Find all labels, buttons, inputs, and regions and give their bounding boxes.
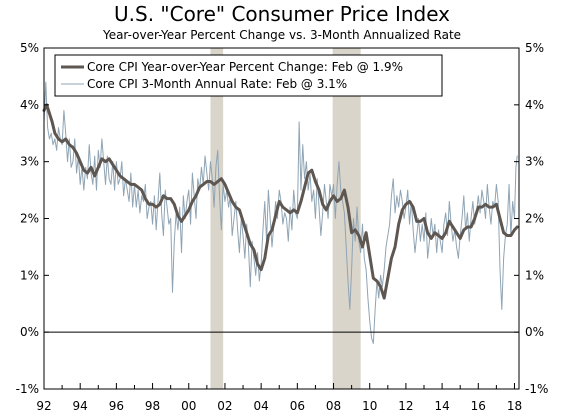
x-tick-label: 00 <box>181 399 196 413</box>
x-tick-label: 18 <box>507 399 522 413</box>
x-tick-label: 94 <box>73 399 88 413</box>
y-tick-label-right: 0% <box>525 325 544 339</box>
legend-box <box>54 54 443 97</box>
axes <box>43 47 520 390</box>
recession-band-1 <box>210 48 224 389</box>
x-tick-label: 10 <box>362 399 377 413</box>
recession-bands <box>210 48 361 389</box>
y-tick-label-left: 3% <box>20 155 39 169</box>
x-tick-label: 06 <box>290 399 305 413</box>
x-tick-label: 04 <box>254 399 269 413</box>
x-tick-label: 98 <box>145 399 160 413</box>
x-tick-label: 16 <box>471 399 486 413</box>
series-line-3-month <box>43 81 518 345</box>
x-tick-labels: 92 94 96 98 00 02 04 06 08 10 12 14 16 18 <box>36 399 522 413</box>
y-tick-label-left: -1% <box>16 382 39 396</box>
y-tick-label-left: 5% <box>20 41 39 55</box>
x-tick-label: 12 <box>398 399 413 413</box>
y-tick-label-left: 0% <box>20 325 39 339</box>
x-tick-label: 92 <box>36 399 51 413</box>
legend: Core CPI Year-over-Year Percent Change: … <box>54 54 443 97</box>
x-tick-label: 08 <box>326 399 341 413</box>
series-lines <box>42 81 519 345</box>
y-tick-label-right: 3% <box>525 155 544 169</box>
plot-frame <box>43 47 520 390</box>
y-tick-label-right: 4% <box>525 98 544 112</box>
y-tick-labels-right: -1% 0% 1% 2% 3% 4% 5% <box>525 41 548 396</box>
x-tick-label: 02 <box>217 399 232 413</box>
y-tick-label-left: 2% <box>20 212 39 226</box>
y-tick-labels-left: -1% 0% 1% 2% 3% 4% 5% <box>16 41 39 396</box>
x-tick-label: 14 <box>434 399 449 413</box>
legend-label-yoy: Core CPI Year-over-Year Percent Change: … <box>87 60 403 74</box>
y-tick-label-left: 1% <box>20 268 39 282</box>
y-tick-label-left: 4% <box>20 98 39 112</box>
y-tick-label-right: 1% <box>525 268 544 282</box>
legend-label-3-month: Core CPI 3-Month Annual Rate: Feb @ 3.1% <box>87 77 347 91</box>
chart-subtitle: Year-over-Year Percent Change vs. 3-Mont… <box>102 28 461 42</box>
x-tick-label: 96 <box>109 399 124 413</box>
y-tick-label-right: 2% <box>525 212 544 226</box>
y-tick-label-right: 5% <box>525 41 544 55</box>
y-tick-label-right: -1% <box>525 382 548 396</box>
series-line-yoy <box>42 103 519 300</box>
chart-title: U.S. "Core" Consumer Price Index <box>114 2 450 26</box>
